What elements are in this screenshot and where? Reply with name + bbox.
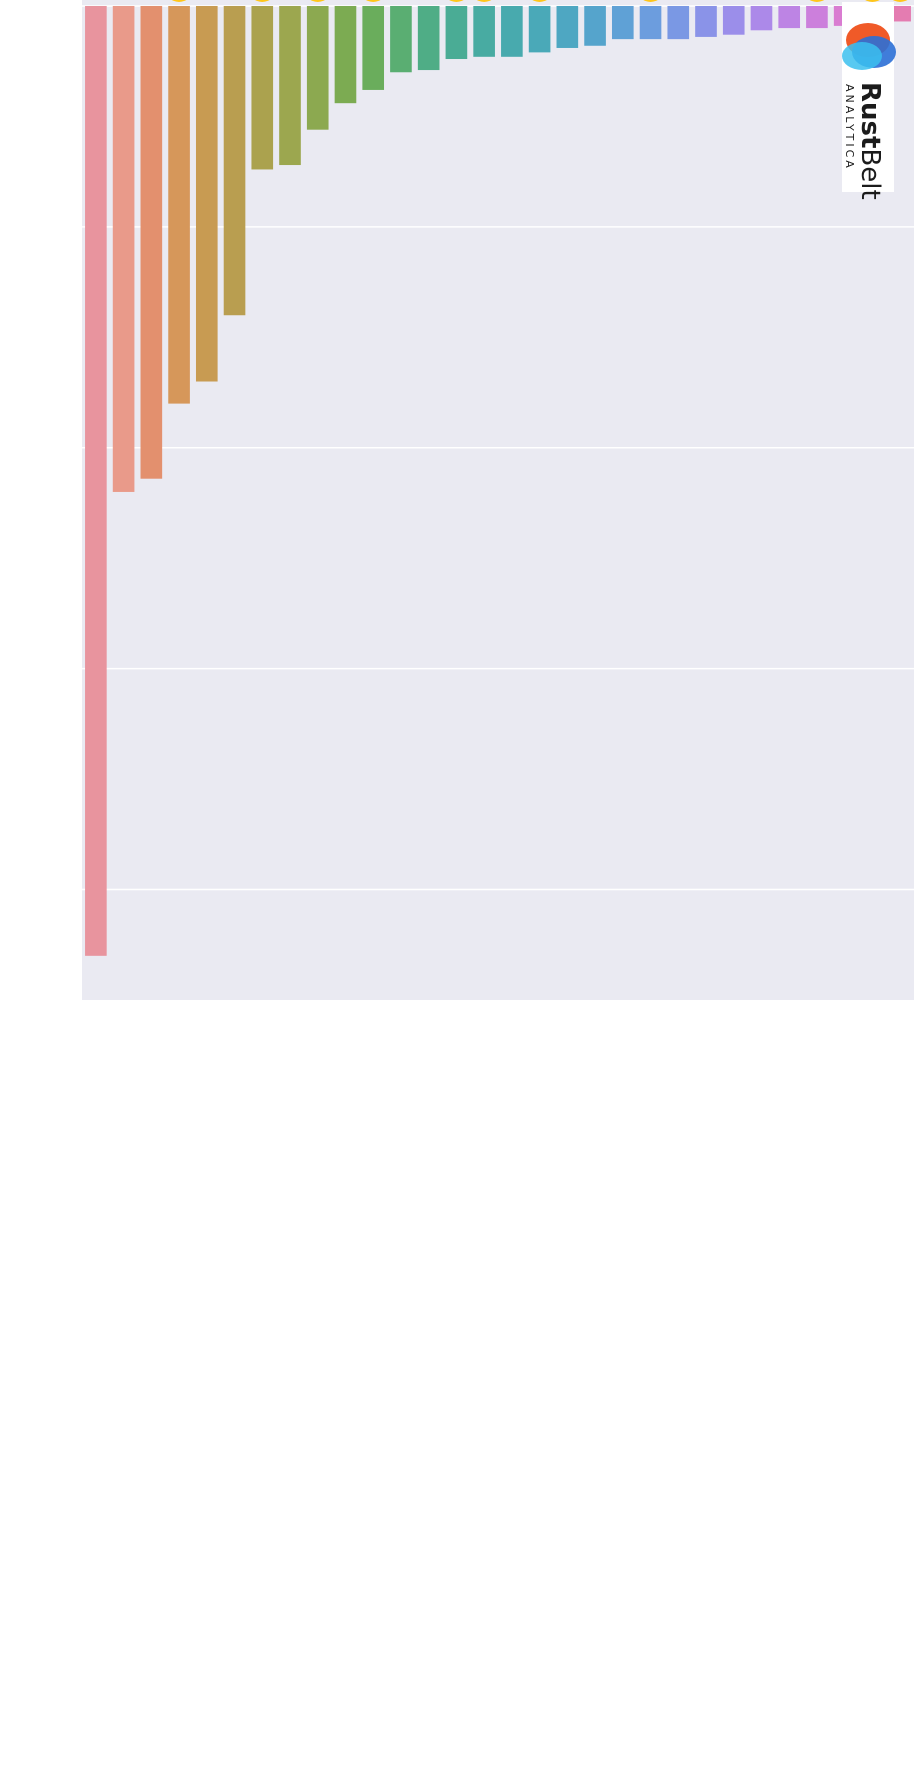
bar (195, 6, 218, 382)
bar (334, 6, 357, 104)
bar (445, 6, 468, 60)
bar (279, 6, 301, 166)
bar (473, 6, 495, 57)
bar (889, 6, 911, 22)
bar (85, 6, 107, 956)
bar (251, 6, 274, 170)
bar (528, 6, 551, 53)
bar (556, 6, 579, 48)
bar (695, 6, 717, 37)
gridlines (82, 5, 914, 891)
bar (223, 6, 246, 316)
bar (806, 6, 828, 29)
bar (140, 6, 163, 479)
bar (750, 6, 773, 31)
bar (417, 6, 440, 71)
svg-text:RustBelt: RustBelt (855, 82, 885, 200)
bar (501, 6, 523, 57)
bar (390, 6, 412, 73)
bar (778, 6, 801, 29)
logo-cyan-mark (842, 42, 882, 70)
bar (584, 6, 606, 46)
bar (362, 6, 385, 90)
bar (306, 6, 329, 130)
rustbelt-analytica-logo: RustBelt ANALYTICA (842, 2, 896, 200)
logo-text-rust: Rust (855, 82, 885, 148)
logo-text-belt: Belt (855, 148, 885, 199)
bar (611, 6, 634, 40)
logo-text-analytica: ANALYTICA (843, 84, 856, 171)
bar (168, 6, 190, 404)
bar (112, 6, 135, 492)
bar (639, 6, 662, 40)
bar (667, 6, 690, 40)
plot-background (82, 0, 914, 1000)
bars (85, 6, 911, 956)
bar (722, 6, 745, 35)
